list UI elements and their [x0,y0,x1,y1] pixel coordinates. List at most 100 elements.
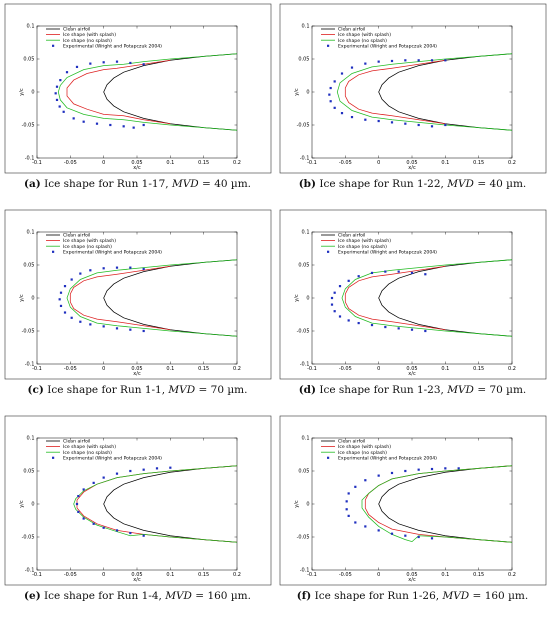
y-tick-label: 0 [31,296,34,302]
experimental-point [354,485,357,488]
legend-swatch-experimental [327,250,330,253]
x-tick-label: -0.05 [64,366,77,372]
experimental-point [89,269,92,272]
experimental-point [142,267,145,271]
legend-label: Ice shape (with splash) [63,444,116,450]
legend-label: Ice shape (with splash) [63,238,116,244]
experimental-point [444,59,447,62]
caption-d: (d) Ice shape for Run 1-23, MVD = 70 µm. [275,384,550,396]
nosplash-ice-line [341,259,513,337]
x-tick-label: -0.05 [339,160,352,166]
y-tick-label: -0.1 [25,156,35,162]
caption-mvd-value: = 160 µm. [191,590,251,602]
experimental-point [377,474,380,477]
splash-ice-line [344,265,446,331]
legend-swatch-experimental [52,250,55,253]
legend-label: Ice shape (no splash) [338,244,387,250]
experimental-point [417,123,420,127]
experimental-point [404,469,407,473]
experimental-point [102,476,105,479]
experimental-point [155,467,159,470]
experimental-point [457,467,460,470]
x-tick-label: -0.1 [307,366,317,372]
experimental-point [347,319,350,322]
nosplash-ice-line [336,53,513,131]
x-tick-label: 0 [377,160,380,166]
experimental-point [115,529,119,532]
y-tick-label: -0.1 [300,568,310,574]
x-tick-label: -0.05 [339,366,352,372]
y-tick-label: 0 [306,296,309,302]
experimental-point [430,59,434,62]
x-tick-label: 0.1 [441,572,449,578]
y-axis-label: y/c [294,500,300,508]
panel-e: -0.1 -0.05 0 0.05 0.1 0.15 0.2 0.1 0.05 0 -0.05 -0.… [0,412,275,618]
x-tick-label: 0.2 [508,160,516,166]
y-axis-label: y/c [294,88,300,96]
experimental-point [357,275,360,278]
x-axis-label: x/c [133,165,141,171]
experimental-point [377,60,380,63]
x-tick-label: 0.2 [233,572,241,578]
experimental-point [77,494,80,498]
experimental-point [59,79,62,82]
experimental-point [444,123,447,127]
experimental-point [417,468,420,471]
experimental-point [338,315,342,318]
experimental-point [142,534,145,537]
plot-f: -0.1 -0.05 0 0.05 0.1 0.15 0.2 0.1 0.05 0 -0.05 -0.… [279,415,547,586]
x-tick-label: 0.05 [406,572,417,578]
y-tick-label: -0.05 [297,535,310,541]
x-tick-label: 0 [102,572,105,578]
experimental-point [333,291,336,294]
experimental-point [417,59,420,62]
experimental-point [129,266,132,269]
legend-label: Clean airfoil [63,439,90,445]
experimental-point [59,291,63,294]
legend-label: Ice shape (with splash) [338,238,391,244]
experimental-point [364,118,367,121]
x-tick-label: 0.05 [131,160,142,166]
y-tick-label: 0.1 [302,230,310,236]
y-tick-label: 0.05 [23,263,34,269]
y-tick-label: -0.1 [25,362,35,368]
caption-text: Ice shape for Run 1-4, [44,590,166,602]
caption-mvd-symbol: MVD [168,384,196,396]
experimental-point [329,86,332,90]
experimental-point [77,510,80,514]
x-tick-label: 0.2 [508,366,516,372]
experimental-point [142,63,145,66]
x-tick-label: -0.05 [339,572,352,578]
experimental-point [364,62,367,65]
experimental-point [384,270,387,273]
experimental-point [430,467,434,471]
legend-label: Clean airfoil [338,27,365,33]
x-axis-label: x/c [408,165,416,171]
y-axis-label: y/c [19,88,25,96]
plot-c: -0.1 -0.05 0 0.05 0.1 0.15 0.2 0.1 0.05 0 -0.05 -0.… [4,209,272,380]
y-tick-label: -0.05 [22,535,35,541]
x-tick-label: 0.15 [473,160,484,166]
experimental-point [79,272,82,275]
figure-frame [4,3,272,174]
legend-label: Experimental (Wright and Potapczuk 2004) [338,249,437,255]
y-tick-label: -0.1 [300,156,310,162]
caption-text: Ice shape for Run 1-26, [314,590,443,602]
x-tick-label: 0.1 [441,160,449,166]
experimental-point [417,535,420,539]
caption-mvd-symbol: MVD [171,178,199,190]
y-tick-label: -0.1 [25,568,35,574]
x-tick-label: 0.15 [198,572,209,578]
y-tick-label: 0.05 [298,263,309,269]
plot-d: -0.1 -0.05 0 0.05 0.1 0.15 0.2 0.1 0.05 0 -0.05 -0.… [279,209,547,380]
figure-frame [279,209,547,380]
caption-text: Ice shape for Run 1-22, [319,178,448,190]
experimental-point [142,468,145,471]
x-tick-label: 0.15 [198,160,209,166]
experimental-point [82,488,85,491]
experimental-point [404,59,407,62]
experimental-point [330,296,334,300]
caption-label: (c) [27,384,44,396]
splash-ice-line [66,59,171,125]
experimental-point [410,328,414,331]
